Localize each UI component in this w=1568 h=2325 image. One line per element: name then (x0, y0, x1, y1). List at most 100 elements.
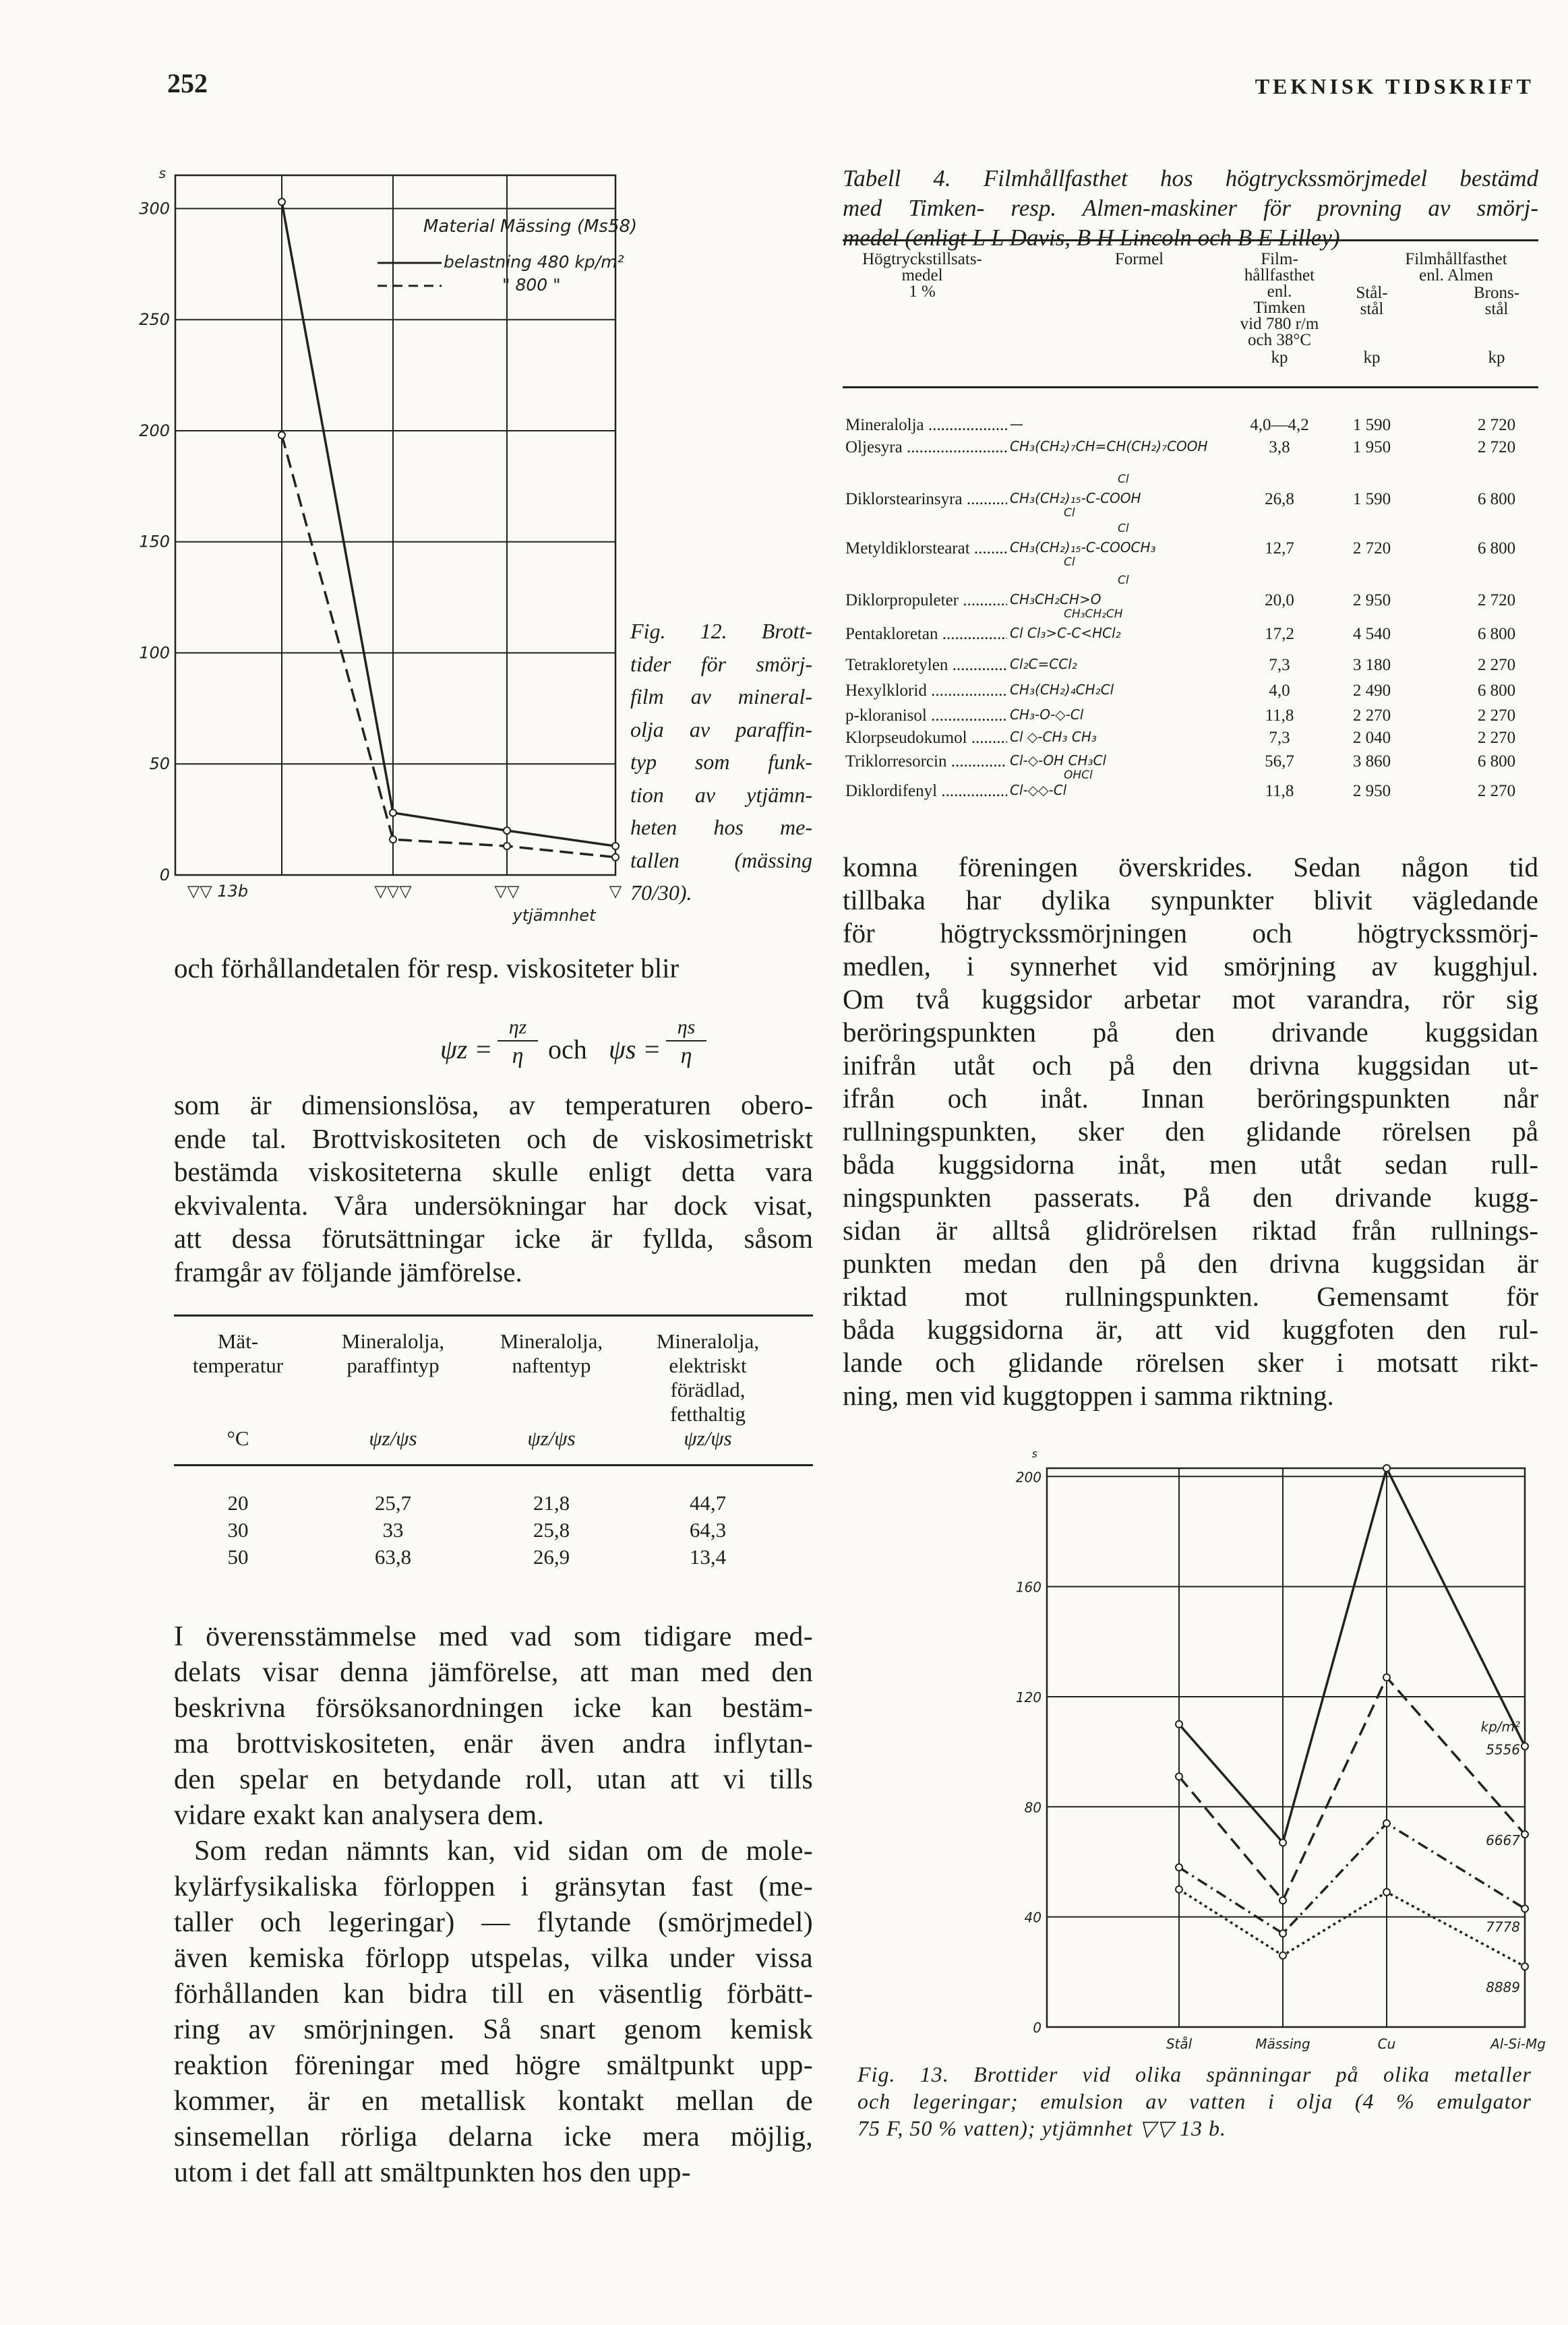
column-header: Mineralolja, elektriskt förädlad, fettha… (656, 1329, 760, 1426)
table-cell: 50 (227, 1545, 249, 1569)
chemical-formula: Cl Cl₃>C-C<HCl₂ (1010, 625, 1232, 641)
timken-value: 7,3 (1269, 656, 1290, 674)
chemical-formula: — (1010, 416, 1232, 432)
legend-title: Material Mässing (Ms58) (423, 216, 637, 237)
additive-name: Klorpseudokumol (845, 729, 1007, 748)
viscosity-ratio-formula: ψz = ηz η och ψs = ηs η (174, 1015, 813, 1082)
text-line: tider för smörj- (630, 651, 812, 676)
denominator: η (680, 1044, 692, 1068)
table-cell: 13,4 (689, 1545, 727, 1569)
table-cell: 30 (227, 1518, 249, 1542)
text-line: vidare exakt kan analysera dem. (174, 1800, 545, 1831)
almen-steel-value: 1 950 (1352, 438, 1391, 456)
y-axis-unit-label: s (159, 165, 166, 181)
formula-main: — (1010, 416, 1023, 432)
text-line: beskrivna försöksanordningen icke kan be… (174, 1693, 813, 1724)
paragraph-1: som är dimensionslösa, av temperaturen o… (174, 1089, 813, 1289)
series-label: 5556 (1486, 1741, 1520, 1757)
formula-bottom: Cl (1064, 506, 1075, 520)
table-top-rule (843, 239, 1538, 241)
journal-title: TEKNISK TIDSKRIFT (1255, 74, 1534, 98)
data-point (1521, 1830, 1529, 1839)
x-tick-label: ▽ (609, 882, 622, 901)
series-line-1 (280, 435, 616, 859)
y-tick-label: 0 (1033, 2020, 1042, 2036)
formula-bottom: OHCl (1064, 768, 1093, 782)
series-line-2 (1178, 1821, 1526, 1935)
chemical-formula: Cl-◇-OH CH₃Cl OHCl (1010, 752, 1232, 782)
text-line: tillbaka har dylika synpunkter blivit vä… (843, 884, 1538, 915)
numerator: ηz (497, 1015, 538, 1041)
text-line: Fig. 13. Brottider vid olika spänningar … (857, 2062, 1532, 2086)
data-point (1279, 1929, 1287, 1938)
data-point (1175, 1863, 1183, 1872)
data-point (278, 431, 286, 440)
text-line: för högtryckssmörjningen och högtryckssm… (843, 917, 1538, 948)
text-line: ma brottviskositeten, enär även andra in… (174, 1728, 813, 1759)
text-line: den spelar en betydande roll, utan att v… (174, 1764, 813, 1795)
y-tick-label: 120 (1016, 1689, 1042, 1705)
series-label: 6667 (1486, 1832, 1520, 1848)
additive-name: Diklordifenyl (845, 782, 1007, 801)
text-line: Tabell 4. Filmhållfasthet hos högtryckss… (843, 165, 1538, 191)
table-cell: 26,9 (533, 1545, 570, 1569)
almen-bronze-value: 6 800 (1477, 490, 1516, 508)
text-line: rullningspunkten, sker den glidande röre… (843, 1116, 1538, 1147)
series-line-1 (1178, 1675, 1526, 1903)
timken-value: 20,0 (1265, 591, 1294, 609)
formula-top: Cl (1118, 473, 1129, 486)
timken-value: 11,8 (1265, 706, 1294, 725)
x-tick-label: Mässing (1255, 2036, 1310, 2052)
fraction-s: ηs η (666, 1015, 706, 1071)
table-row: p-kloranisolCH₃-O-◇-Cl 11,8 2 270 2 270 (843, 706, 1538, 727)
table-cell: 25,8 (533, 1518, 570, 1542)
table-row: 20 25,7 21,8 44,7 (174, 1491, 813, 1518)
right-column-text: komna föreningen överskrides. Sedan någo… (843, 851, 1538, 1412)
text-line: även kemiska förlopp utspelas, vilka und… (174, 1943, 813, 1974)
header-steel: Stål- stål (1356, 284, 1388, 318)
almen-steel-value: 2 490 (1352, 682, 1391, 700)
header-almen: Filmhållfasthet enl. Almen (1405, 250, 1507, 284)
text-line: olja av paraffin- (630, 717, 812, 742)
y-tick-label: 160 (1016, 1579, 1042, 1596)
table-row: HexylkloridCH₃(CH₂)₄CH₂Cl 4,0 2 490 6 800 (843, 682, 1538, 702)
fraction-z: ηz η (497, 1015, 538, 1071)
text-line: framgår av följande jämförelse. (174, 1256, 522, 1288)
formula-main: CH₃CH₂CH>O (1010, 591, 1102, 607)
formula-top: Cl (1118, 522, 1129, 535)
text-line: båda kuggsidorna är, att vid kuggfoten d… (843, 1314, 1538, 1345)
table-row: Mineralolja— 4,0—4,2 1 590 2 720 (843, 416, 1538, 436)
x-tick-label: Stål (1166, 2036, 1193, 2052)
text-line: tallen (mässing (630, 847, 812, 872)
text-line: 75 F, 50 % vatten); ytjämnhet ▽▽ 13 b. (857, 2116, 1226, 2140)
table-cell: 63,8 (374, 1545, 412, 1569)
series-line-0 (280, 202, 616, 847)
almen-steel-value: 2 720 (1352, 539, 1391, 557)
paragraph-2: I överensstämmelse med vad som tidigare … (174, 1619, 813, 2191)
column-header: Mineralolja, naftentyp (500, 1329, 603, 1377)
header-formula: Formel (1114, 250, 1164, 268)
x-tick-label: Cu (1378, 2036, 1396, 2052)
text-line: båda kuggsidorna inåt, men utåt sedan ru… (843, 1149, 1538, 1180)
formula-main: Cl Cl₃>C-C<HCl₂ (1010, 625, 1121, 641)
text-line: I överensstämmelse med vad som tidigare … (174, 1621, 813, 1652)
chemical-formula: Cl-◇◇-Cl (1010, 782, 1232, 798)
text-line: riktad mot rullningspunkten. Gemensamt f… (843, 1281, 1538, 1312)
header-unit-kp: kp (1488, 349, 1505, 367)
data-point (1175, 1720, 1183, 1728)
almen-bronze-value: 6 800 (1477, 682, 1516, 700)
almen-steel-value: 1 590 (1352, 490, 1391, 508)
table-cell: 25,7 (374, 1491, 412, 1515)
timken-value: 56,7 (1265, 752, 1294, 771)
header-timken: Film- hållfasthet enl. Timken vid 780 r/… (1240, 250, 1319, 349)
table-row: MetyldiklorstearatCH₃(CH₂)₁₅-C-COOCH₃ClC… (843, 522, 1538, 569)
table-row: DiklordifenylCl-◇◇-Cl 11,8 2 950 2 270 (843, 782, 1538, 802)
page-number: 252 (167, 68, 208, 98)
text-line: taller och legeringar) — flytande (smörj… (174, 1907, 813, 1938)
additive-name: Mineralolja (845, 416, 1007, 435)
almen-bronze-value: 2 720 (1477, 591, 1516, 609)
data-point (1521, 1962, 1529, 1971)
almen-bronze-value: 2 270 (1477, 706, 1516, 725)
timken-value: 11,8 (1265, 782, 1294, 800)
